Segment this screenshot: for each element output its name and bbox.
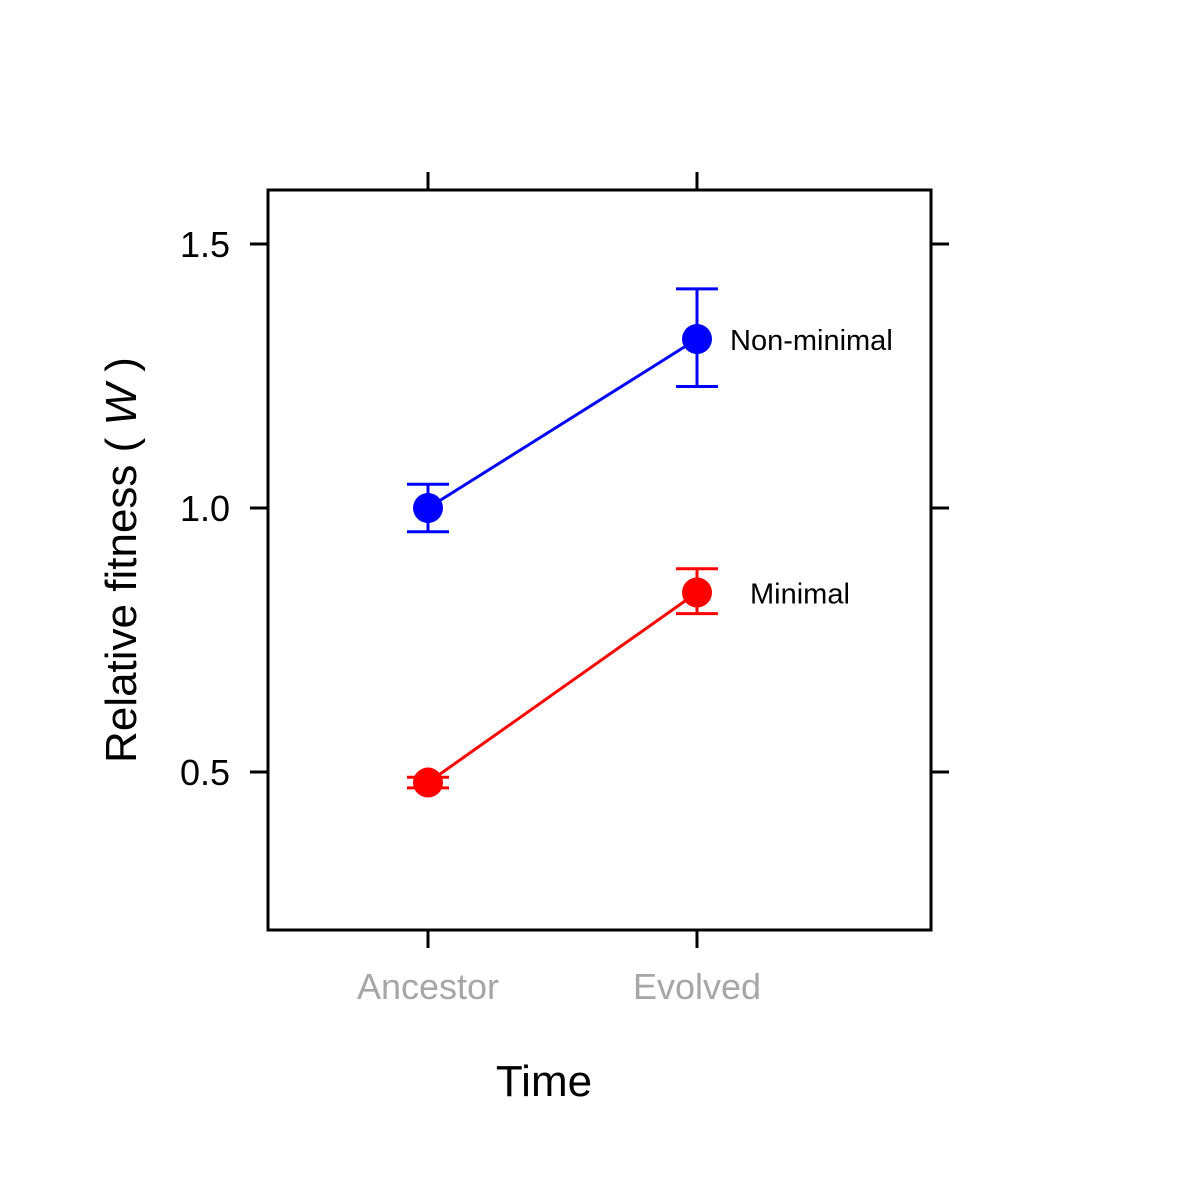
y-tick-label: 1.0 [180,488,230,529]
series-label-minimal: Minimal [750,578,850,610]
data-point-non-minimal [413,493,443,523]
x-axis-title: Time [496,1057,592,1106]
plot-frame [266,188,933,932]
y-axis-title-var: W [97,380,146,425]
series-marks [407,287,718,798]
y-axis-title-main: Relative fitness [97,465,146,763]
y-tick-label: 1.5 [180,224,230,265]
axis-ticks [250,172,949,948]
series-label-non-minimal: Non-minimal [730,325,893,357]
axis-labels: 0.5 1.0 1.5 Ancestor Evolved Non-minimal Minim… [180,224,893,1007]
data-point-minimal [413,767,443,798]
series-line-minimal [427,591,698,784]
data-point-minimal [682,577,712,608]
y-axis-title: Relative fitness ( W ) [97,357,146,763]
x-tick-label: Ancestor [357,966,499,1007]
data-point-non-minimal [682,324,712,355]
y-tick-label: 0.5 [180,752,230,793]
series-line-non-minimal [427,337,698,510]
x-tick-label: Evolved [633,966,761,1007]
